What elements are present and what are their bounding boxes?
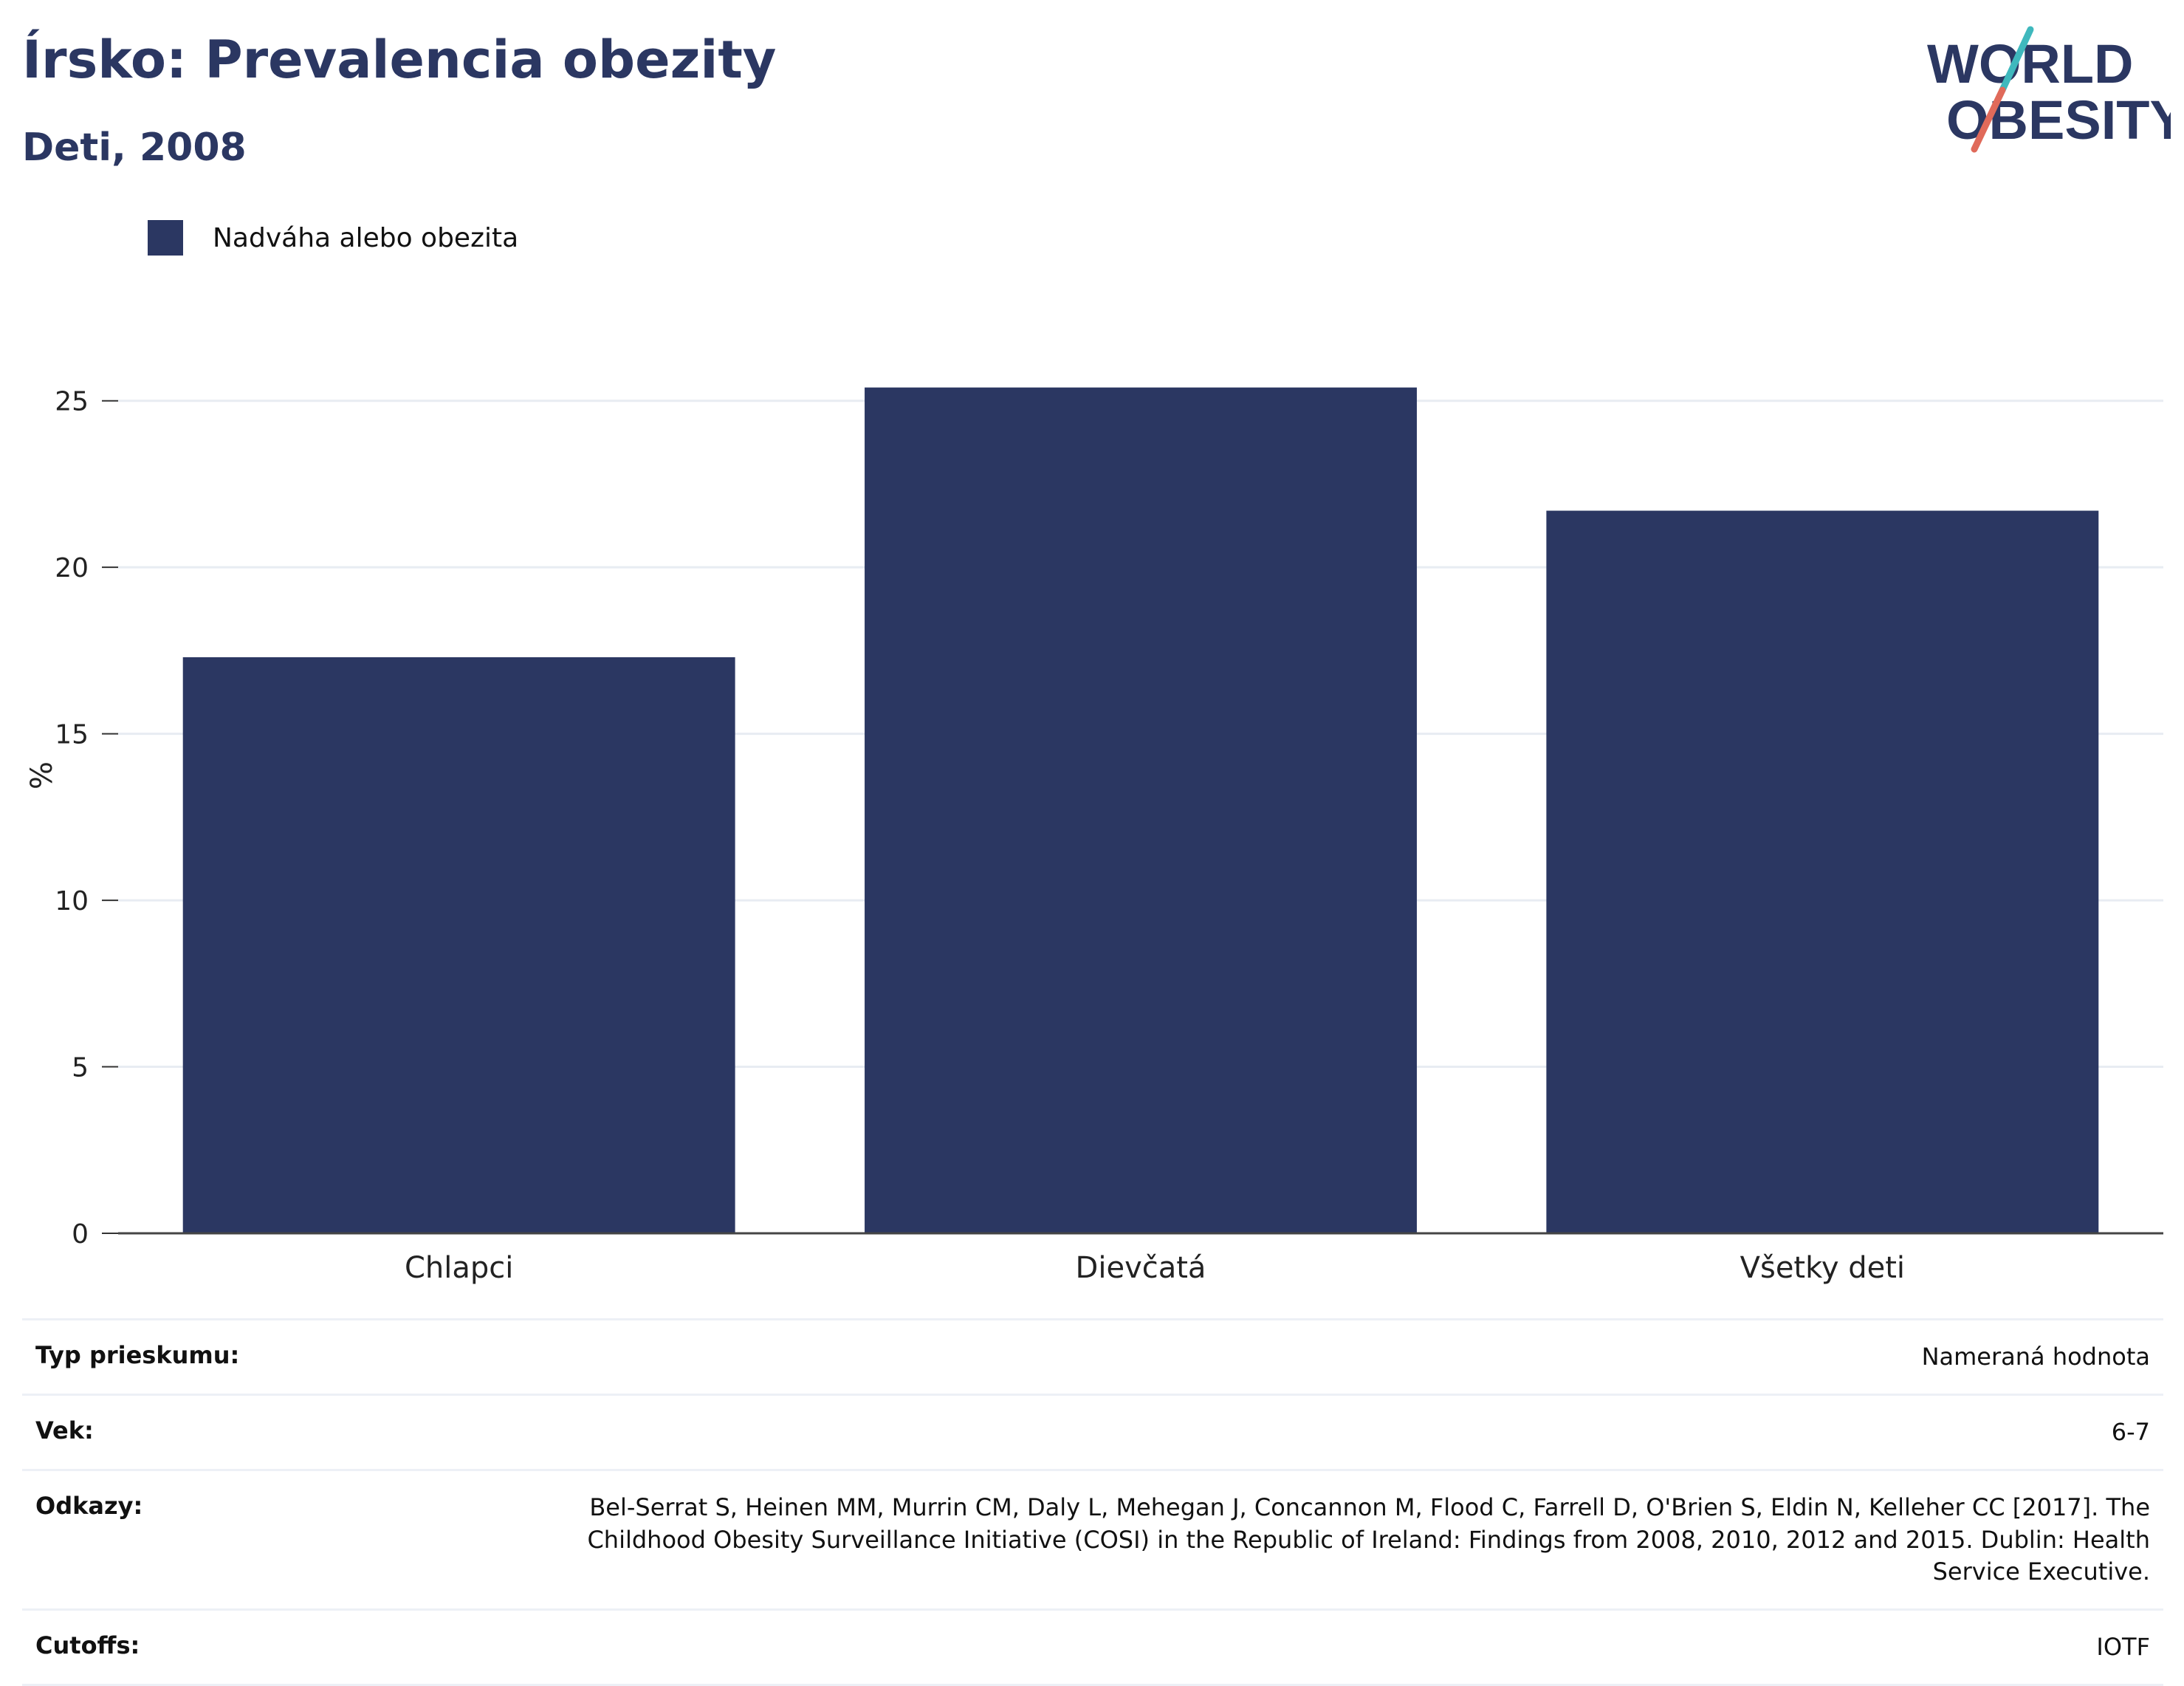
y-tick-label: 25 [55, 387, 89, 417]
info-row: Odkazy: Bel-Serrat S, Heinen MM, Murrin C… [22, 1469, 2163, 1608]
legend-swatch [148, 220, 183, 256]
x-tick-label: Chlapci [405, 1251, 513, 1285]
info-value: IOTF [2096, 1632, 2150, 1661]
info-value: Nameraná hodnota [1921, 1343, 2150, 1371]
y-tick-label: 20 [55, 553, 89, 583]
info-key: Odkazy: [35, 1492, 143, 1521]
y-tick-label: 10 [55, 886, 89, 916]
bar-1 [182, 657, 735, 1233]
info-value: 6-7 [2111, 1418, 2150, 1447]
y-tick-label: 0 [72, 1219, 89, 1250]
info-row: Vek: 6-7 [22, 1394, 2163, 1469]
info-table: Typ prieskumu: Nameraná hodnota Vek: 6-7 Odk… [22, 1318, 2163, 1686]
info-key: Typ prieskumu: [35, 1341, 240, 1369]
bar-2 [865, 387, 1417, 1233]
y-tick-label: 15 [55, 720, 89, 750]
info-row: Typ prieskumu: Nameraná hodnota [22, 1318, 2163, 1394]
bar-chart: 0 5 10 15 20 25% Chlapci Dievčatá Všetky deti [25, 387, 2163, 1285]
info-key: Cutoffs: [35, 1631, 140, 1659]
logo-text-world: WORLD [1927, 33, 2134, 95]
y-tick-label: 5 [72, 1053, 89, 1083]
chart-title: Írsko: Prevalencia obezity [22, 30, 777, 90]
logo-stroke-teal [1999, 26, 2034, 94]
info-row: Cutoffs: IOTF [22, 1608, 2163, 1686]
info-value: Bel-Serrat S, Heinen MM, Murrin CM, Daly… [587, 1493, 2150, 1586]
info-key: Vek: [35, 1416, 94, 1445]
logo-text-obesity: OBESITY [1946, 89, 2171, 151]
chart-subtitle: Deti, 2008 [22, 126, 247, 170]
legend-label: Nadváha alebo obezita [213, 222, 519, 253]
world-obesity-logo: WORLD OBESITY [1927, 26, 2171, 153]
legend[interactable]: Nadváha alebo obezita [148, 220, 518, 256]
logo-stroke-coral [1971, 86, 2006, 153]
x-tick-label: Všetky deti [1740, 1251, 1905, 1285]
y-axis-label: % [25, 761, 59, 789]
bar-3 [1546, 510, 2099, 1233]
x-tick-label: Dievčatá [1076, 1251, 1206, 1285]
